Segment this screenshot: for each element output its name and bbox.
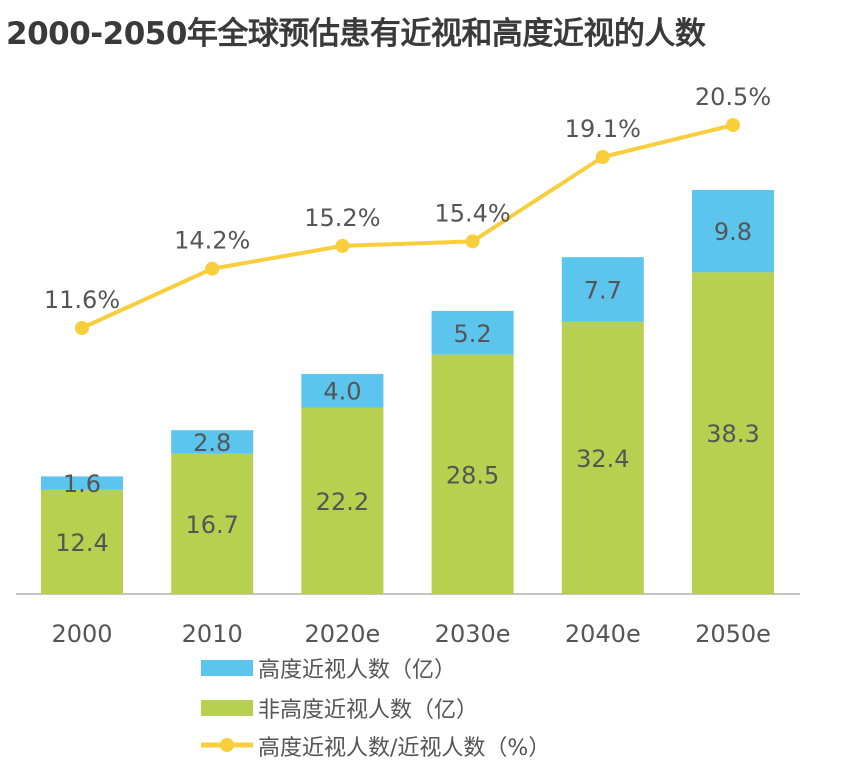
legend-marker-ratio <box>220 738 234 752</box>
chart-title: 2000-2050年全球预估患有近视和高度近视的人数 <box>6 16 706 52</box>
data-label-high: 7.7 <box>584 277 622 305</box>
data-label-high: 4.0 <box>323 378 361 406</box>
data-label-non-high: 28.5 <box>446 461 499 489</box>
ratio-line <box>81 123 734 330</box>
bar-non-high-myopia <box>431 354 514 594</box>
ratio-point <box>726 118 740 133</box>
bar-high-myopia <box>301 373 384 408</box>
x-tick-label: 2010 <box>182 620 243 648</box>
ratio-label: 19.1% <box>565 115 641 143</box>
x-tick-label: 2030e <box>435 620 511 648</box>
bar-high-myopia <box>431 310 514 355</box>
data-label-high: 5.2 <box>454 320 492 348</box>
data-label-non-high: 16.7 <box>185 511 238 539</box>
bar-non-high-myopia <box>301 407 384 594</box>
legend-label-non-high: 非高度近视人数（亿） <box>258 698 478 723</box>
ratio-label: 11.6% <box>44 286 120 314</box>
ratio-label: 20.5% <box>695 83 771 111</box>
ratio-label: 15.2% <box>304 204 380 232</box>
bar-non-high-myopia <box>692 272 774 594</box>
ratio-label: 15.4% <box>434 199 510 227</box>
ratio-point <box>465 234 480 249</box>
ratio-point <box>75 321 89 335</box>
ratio-label: 14.2% <box>174 227 250 255</box>
x-tick-label: 2050e <box>695 620 771 648</box>
data-label-non-high: 12.4 <box>55 529 108 557</box>
legend-label-high: 高度近视人数（亿） <box>258 658 456 683</box>
legend-swatch-non-high <box>201 700 253 716</box>
bar-non-high-myopia <box>171 453 254 594</box>
data-label-non-high: 32.4 <box>576 445 629 473</box>
ratio-point <box>335 238 350 253</box>
data-label-high: 1.6 <box>63 470 101 498</box>
data-label-high: 9.8 <box>714 218 752 246</box>
bar-high-myopia <box>41 476 123 490</box>
data-label-high: 2.8 <box>193 429 231 457</box>
x-tick-label: 2020e <box>304 620 380 648</box>
ratio-point <box>205 261 220 276</box>
data-label-non-high: 22.2 <box>316 488 369 516</box>
bar-high-myopia <box>692 189 774 273</box>
legend-swatch-high <box>201 660 253 676</box>
bar-high-myopia <box>561 257 644 322</box>
x-tick-label: 2000 <box>51 620 112 648</box>
legend-label-ratio: 高度近视人数/近视人数（%） <box>258 736 550 761</box>
ratio-point <box>595 150 610 164</box>
x-tick-label: 2040e <box>565 620 641 648</box>
bar-non-high-myopia <box>41 489 123 594</box>
bar-non-high-myopia <box>561 321 644 594</box>
bar-high-myopia <box>171 430 254 454</box>
data-label-non-high: 38.3 <box>706 420 759 448</box>
